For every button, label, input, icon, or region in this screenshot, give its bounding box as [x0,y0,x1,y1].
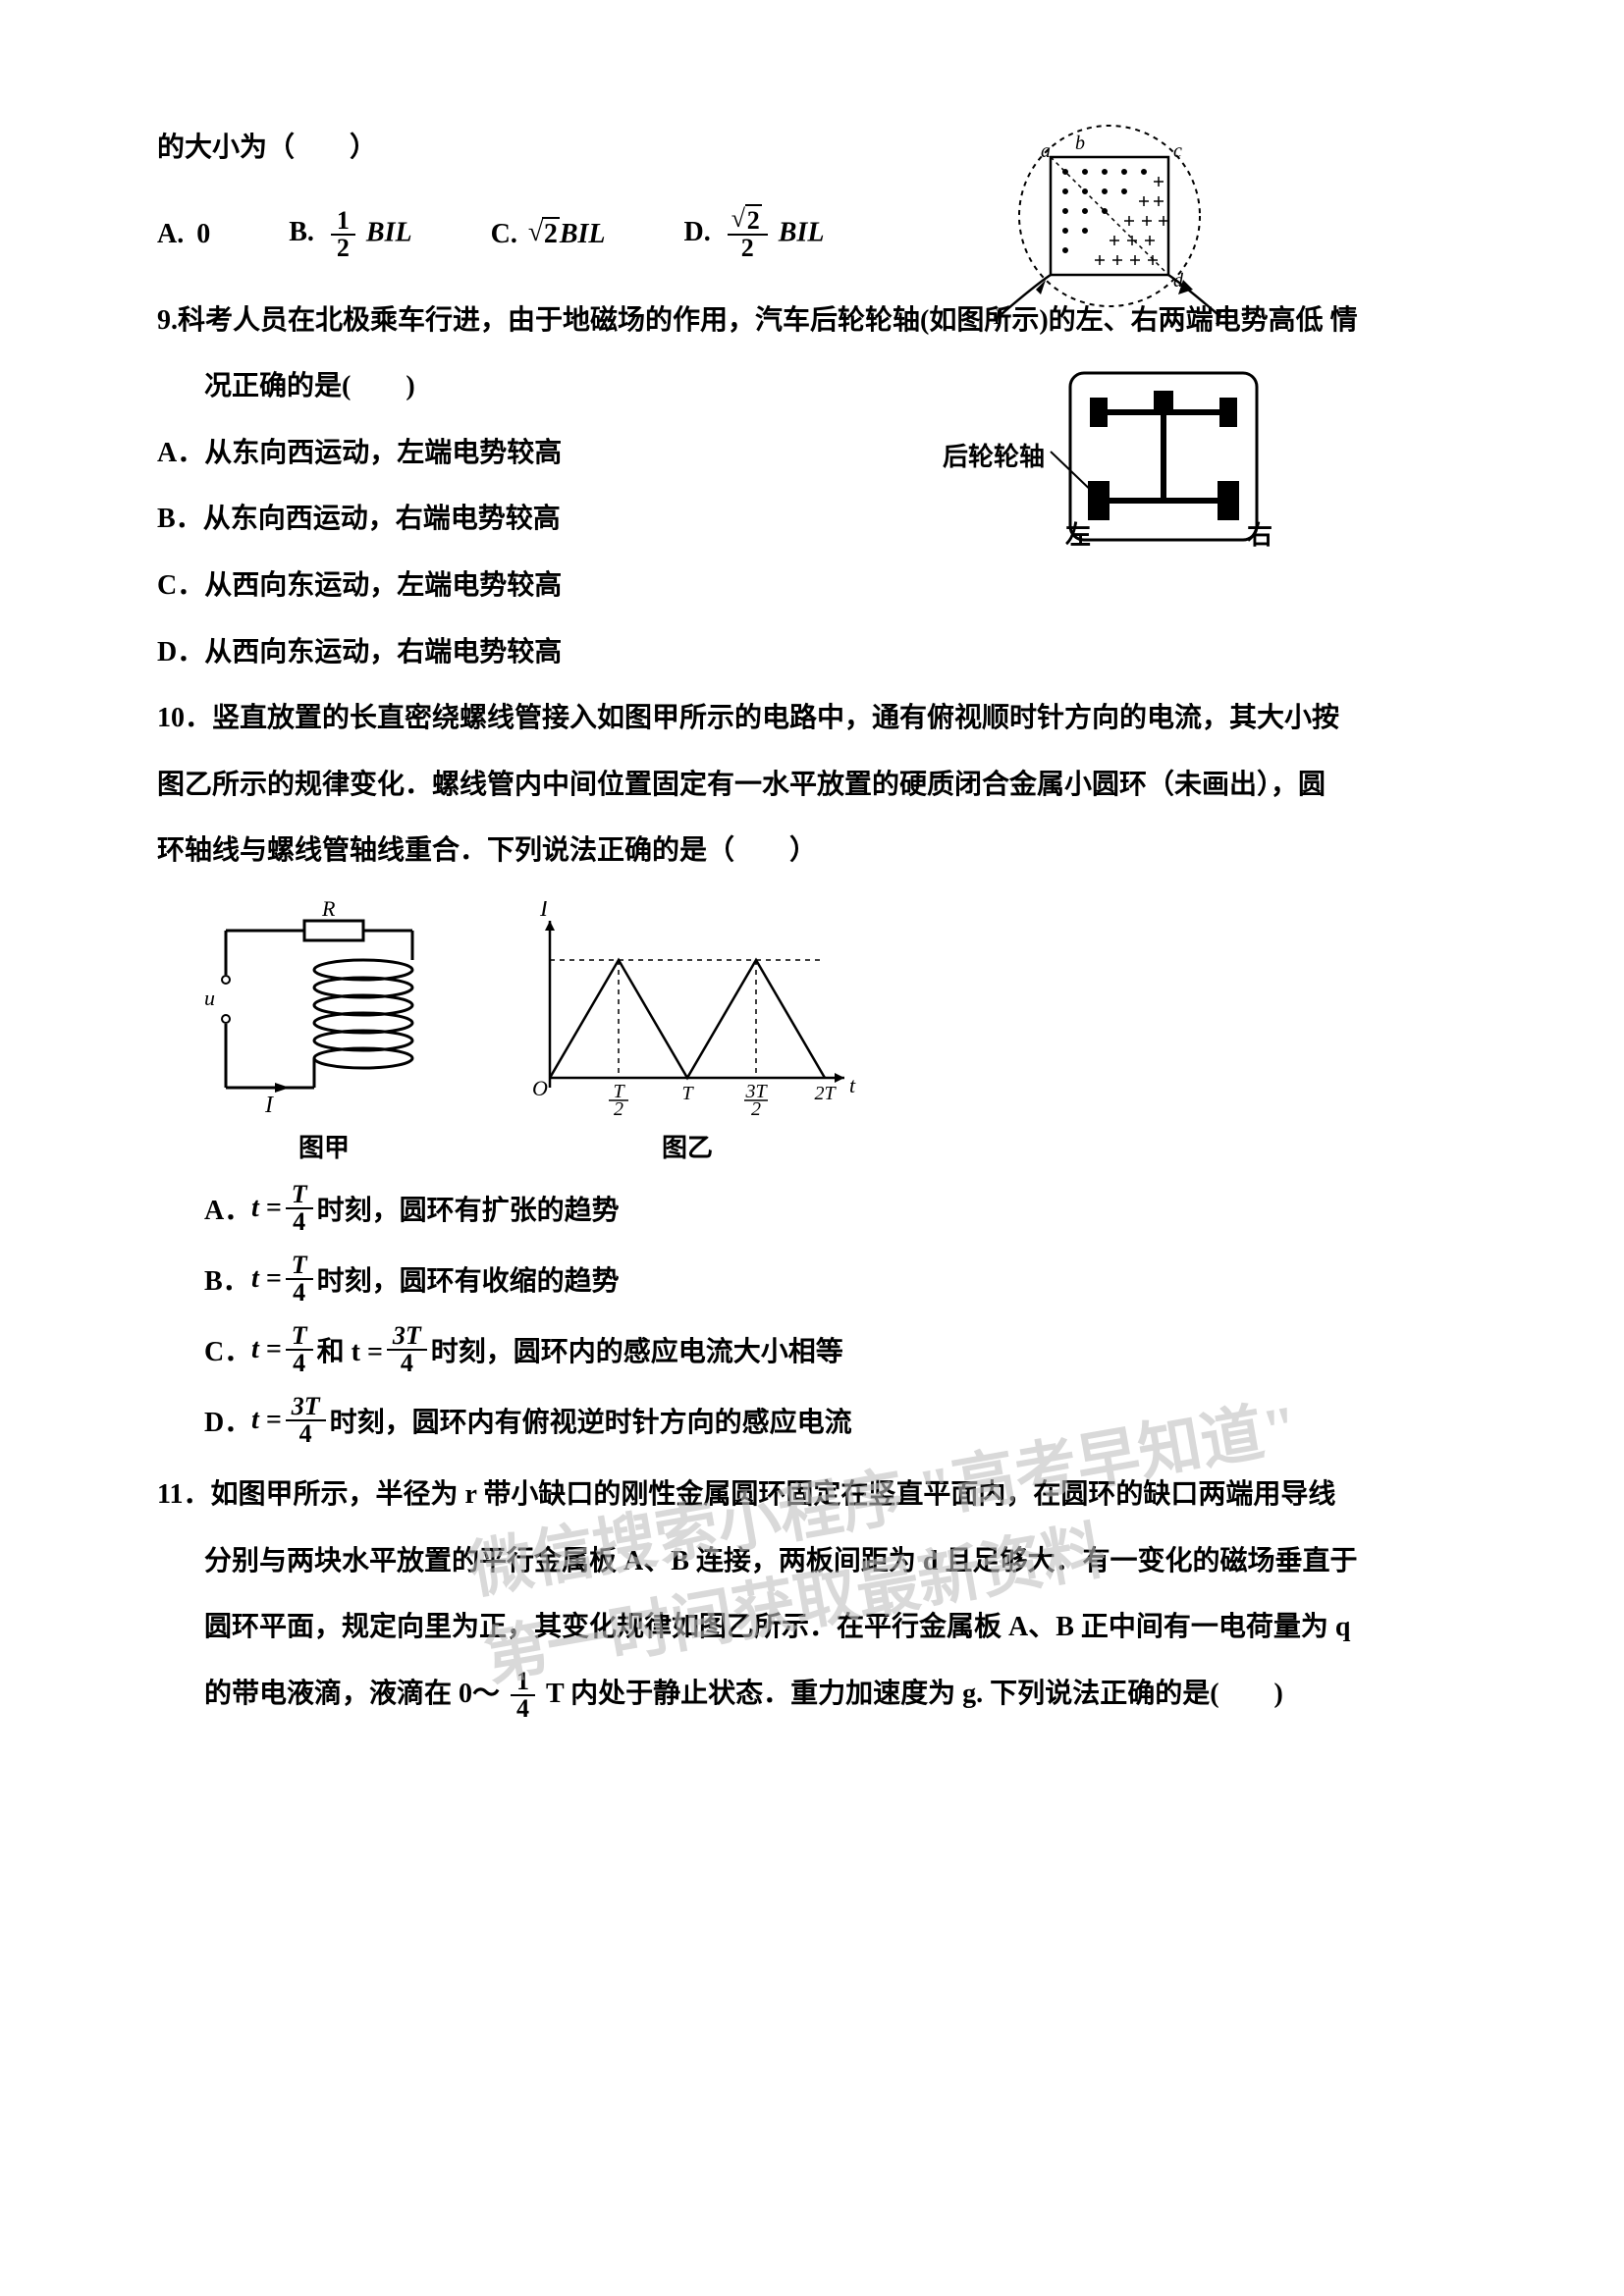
svg-text:I: I [539,901,549,922]
q9-label-right: 右 [1247,515,1272,552]
svg-text:2: 2 [614,1098,623,1117]
svg-text:I: I [993,304,1002,324]
q8-figure: a b c d I I [982,118,1237,324]
opt-label-b: B. [289,217,321,247]
q8-c-radicand: 2 [542,217,560,249]
q10-stem-3: 环轴线与螺线管轴线重合．下列说法正确的是（ ） [157,821,1477,881]
q8-opt-d: D. 22 BIL [684,208,825,261]
q10-stem-2: 图乙所示的规律变化．螺线管内中间位置固定有一水平放置的硬质闭合金属小圆环（未画出… [157,755,1477,816]
q10-number: 10． [157,703,212,733]
q8-b-den: 2 [331,236,355,261]
opt-label-d: D. [684,217,718,247]
svg-text:c: c [1173,140,1182,162]
q10-fig-right: I t O T2 T 3T2 2T 图乙 [511,901,864,1164]
q11-stem-1: 11．如图甲所示，半径为 r 带小缺口的刚性金属圆环固定在竖直平面内，在圆环的缺… [157,1465,1477,1525]
svg-text:I: I [264,1093,274,1117]
q8-b-frac: 12 [331,208,355,261]
q8-stem-tail: 的大小为（ ） [157,118,1477,179]
q8-d-den: 2 [735,236,760,261]
svg-text:d: d [1173,270,1184,292]
q8-opt-a: A. 0 [157,219,210,250]
svg-text:u: u [204,986,215,1010]
q8-c-sqrt: 2 [530,219,560,250]
q8-options: A. 0 B. 12 BIL C. 2BIL D. 22 BIL [157,208,1477,261]
q9-label-rear-axle: 后轮轮轴 [943,437,1045,473]
q8-a-val: 0 [196,219,210,249]
q9-opt-b: B．从东向西运动，右端电势较高 [157,489,1477,550]
svg-text:O: O [532,1076,548,1100]
q9-opt-c: C．从西向东运动，左端电势较高 [157,556,1477,616]
q8-opt-b: B. 12 BIL [289,208,411,261]
q8-d-num: 2 [728,208,768,236]
q8-c-tail: BIL [560,219,606,249]
q10-cap-right: 图乙 [511,1128,864,1164]
svg-text:T: T [681,1083,694,1104]
svg-text:b: b [1075,133,1085,154]
svg-text:R: R [321,901,336,921]
svg-text:I: I [1215,304,1224,324]
q11-stem-4: 的带电液滴，液滴在 0～ 14 T 内处于静止状态．重力加速度为 g. 下列说法… [157,1664,1477,1725]
q9-figure: 后轮轮轴 左 右 [952,363,1267,560]
q8-opt-c: C. 2BIL [491,219,606,250]
q8-d-tail: BIL [779,217,825,247]
q9-opt-d: D．从西向东运动，右端电势较高 [157,622,1477,683]
q11-stem-2: 分别与两块水平放置的平行金属板 A、B 连接，两板间距为 d 且足够大．有一变化… [157,1531,1477,1592]
q9-stem-2: 况正确的是( ) [157,356,1477,417]
q9-label-left: 左 [1065,515,1091,552]
q10-figures: R I u 图甲 [196,901,1477,1164]
q10-choice-a: A． t = T4 时刻，圆环有扩张的趋势 [204,1182,1477,1235]
q9-opt-a: A．从东向西运动，左端电势较高 [157,423,1477,484]
q10-cap-left: 图甲 [196,1128,452,1164]
opt-label-a: A. [157,219,190,249]
svg-text:2T: 2T [814,1083,837,1104]
q10-stem-1: 10．竖直放置的长直密绕螺线管接入如图甲所示的电路中，通有俯视顺时针方向的电流，… [157,688,1477,749]
svg-text:a: a [1041,140,1051,162]
q11-number: 11． [157,1479,210,1510]
q11-stem-3: 圆环平面，规定向里为正，其变化规律如图乙所示．在平行金属板 A、B 正中间有一电… [157,1597,1477,1658]
q10-choice-d: D． t = 3T4 时刻，圆环内有俯视逆时针方向的感应电流 [204,1394,1477,1447]
q9-stem-1: 9.科考人员在北极乘车行进，由于地磁场的作用，汽车后轮轮轴(如图所示)的左、右两… [157,291,1477,351]
q10-choice-b: B． t = T4 时刻，圆环有收缩的趋势 [204,1253,1477,1306]
svg-text:2: 2 [751,1098,761,1117]
svg-text:t: t [849,1073,856,1097]
q8-b-num: 1 [331,208,355,236]
q10-choice-c: C． t = T4 和 t = 3T4 时刻，圆环内的感应电流大小相等 [204,1323,1477,1376]
opt-label-c: C. [491,219,524,249]
q8-b-tail: BIL [366,217,412,247]
page: 的大小为（ ） A. 0 B. 12 BIL C. 2BIL D. 22 BIL [0,0,1624,2296]
q9-number: 9. [157,305,178,336]
q10-fig-left: R I u 图甲 [196,901,452,1164]
q8-d-frac: 22 [728,208,768,261]
